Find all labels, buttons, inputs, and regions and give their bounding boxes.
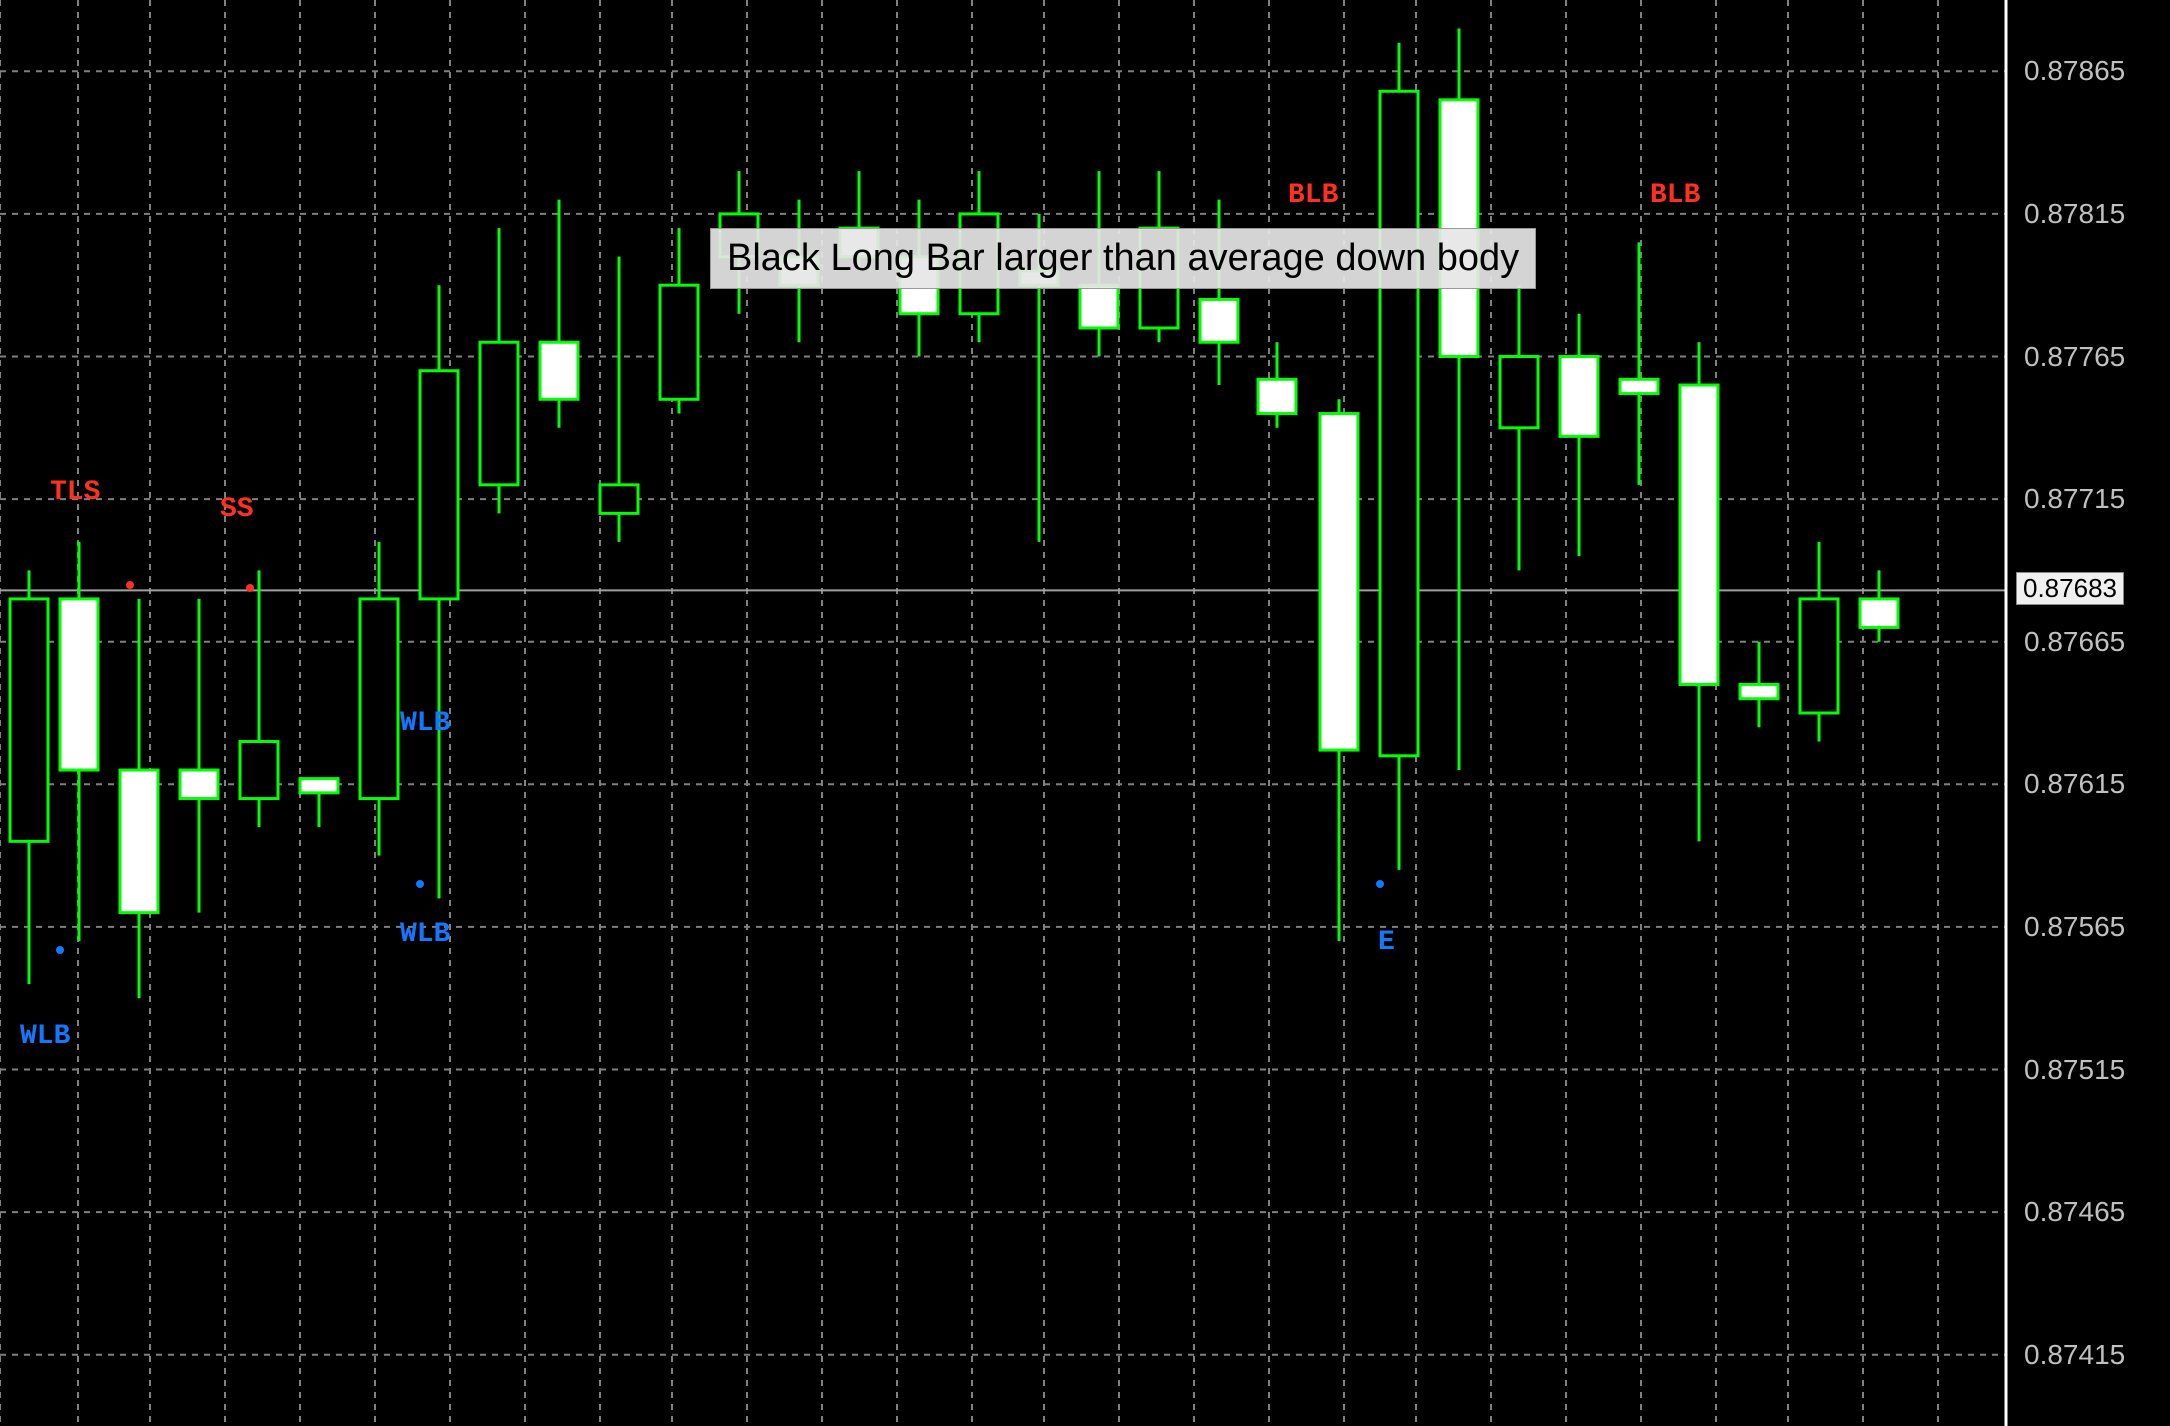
y-tick-label: 0.87715 (2024, 483, 2125, 515)
y-tick-label: 0.87815 (2024, 198, 2125, 230)
annotation-label: E (1378, 927, 1395, 958)
price-line-label: 0.87683 (2016, 572, 2124, 605)
y-tick-label: 0.87615 (2024, 768, 2125, 800)
y-tick-label: 0.87765 (2024, 341, 2125, 373)
annotation-label: BLB (1650, 180, 1700, 211)
marker-dot (56, 946, 64, 954)
y-tick-label: 0.87515 (2024, 1054, 2125, 1086)
chart-canvas (0, 0, 2170, 1426)
y-tick-label: 0.87565 (2024, 911, 2125, 943)
y-tick-label: 0.87665 (2024, 626, 2125, 658)
annotation-label: WLB (400, 708, 450, 739)
y-tick-label: 0.87415 (2024, 1339, 2125, 1371)
annotation-label: BLB (1288, 180, 1338, 211)
tooltip: Black Long Bar larger than average down … (710, 228, 1536, 289)
annotation-label: SS (220, 494, 254, 525)
y-tick-label: 0.87465 (2024, 1196, 2125, 1228)
marker-dot (246, 584, 254, 592)
annotation-label: WLB (20, 1021, 70, 1052)
marker-dot (126, 581, 134, 589)
candlestick-chart[interactable]: 0.87865 0.87815 0.87765 0.87715 0.87665 0.876… (0, 0, 2170, 1426)
annotation-label: TLS (50, 477, 100, 508)
y-tick-label: 0.87865 (2024, 55, 2125, 87)
annotation-label: WLB (400, 919, 450, 950)
